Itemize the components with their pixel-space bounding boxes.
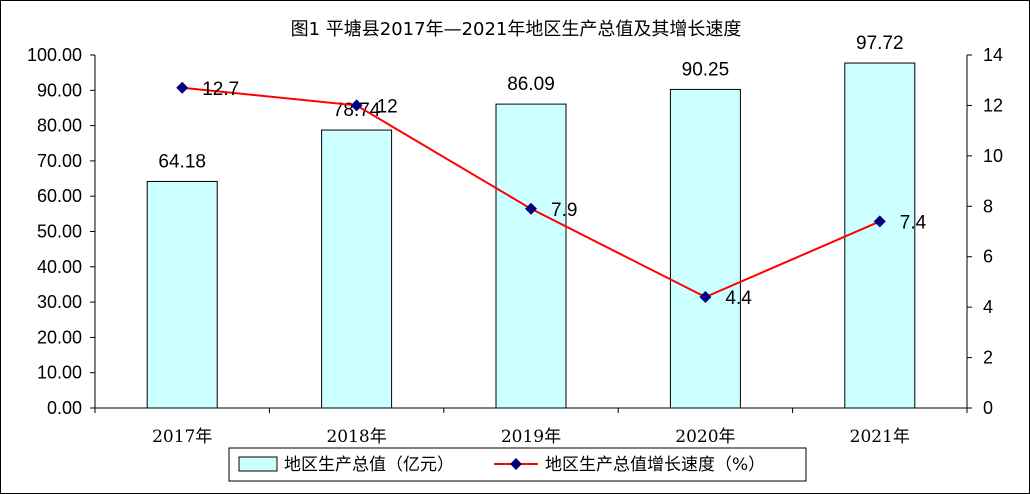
y-right-tick-label: 0	[983, 398, 993, 418]
line-data-label: 12	[377, 96, 398, 117]
bar-data-label: 64.18	[158, 151, 206, 172]
legend-line-label: 地区生产总值增长速度（%）	[545, 455, 765, 475]
bar	[146, 180, 218, 409]
chart-title: 图1 平塘县2017年—2021年地区生产总值及其增长速度	[291, 19, 742, 40]
growth-marker	[699, 291, 712, 304]
y-right-tick-label: 8	[983, 196, 993, 216]
x-tick-label: 2021年	[850, 427, 910, 447]
y-right-tick-label: 14	[983, 45, 1003, 65]
y-left-tick-label: 30.00	[37, 292, 82, 312]
y-right-tick-label: 12	[983, 95, 1003, 115]
x-tick-label: 2017年	[152, 427, 212, 447]
growth-marker	[350, 99, 363, 112]
legend: 地区生产总值（亿元） 地区生产总值增长速度（%）	[228, 447, 807, 482]
line-data-label: 7.9	[551, 200, 577, 221]
x-tick-label: 2018年	[326, 427, 386, 447]
y-left-tick-label: 0.00	[47, 398, 82, 418]
y-left-tick-label: 60.00	[37, 186, 82, 206]
y-left-tick-label: 80.00	[37, 116, 82, 136]
y-right-tick-label: 4	[983, 297, 993, 317]
line-data-label: 12.7	[202, 79, 239, 100]
y-right-tick-label: 6	[983, 247, 993, 267]
growth-marker	[525, 202, 537, 215]
bar	[495, 103, 567, 409]
y-left-tick-label: 20.00	[37, 327, 82, 347]
plot-area: 0.00 10.00 20.00 30.00 40.00 50.00 60.00 70.00 8…	[27, 33, 1003, 447]
y-right-tick-label: 10	[983, 146, 1003, 166]
line-data-label: 4.4	[725, 288, 752, 309]
x-tick-label: 2019年	[501, 427, 561, 447]
y-left-tick-label: 40.00	[37, 257, 82, 277]
bar	[669, 88, 741, 409]
legend-bar-label: 地区生产总值（亿元）	[284, 455, 454, 475]
y-left-tick-label: 70.00	[37, 151, 82, 171]
growth-marker	[873, 215, 886, 228]
y-left-tick-label: 10.00	[37, 363, 82, 383]
legend-line-marker	[510, 458, 522, 470]
bar	[844, 62, 916, 409]
line-data-label: 7.4	[900, 212, 927, 233]
y-left-tick-label: 90.00	[37, 80, 82, 100]
bar-data-label: 97.72	[856, 33, 904, 54]
x-tick-label: 2020年	[675, 427, 735, 447]
y-left-tick-label: 100.00	[27, 45, 82, 65]
bar	[321, 129, 393, 409]
bar-data-label: 86.09	[507, 74, 555, 95]
y-left-tick-label: 50.00	[37, 222, 82, 242]
growth-marker	[176, 81, 189, 94]
y-right-tick-label: 2	[983, 348, 993, 368]
bar-data-label: 90.25	[682, 59, 730, 80]
legend-bar-swatch	[238, 456, 278, 472]
